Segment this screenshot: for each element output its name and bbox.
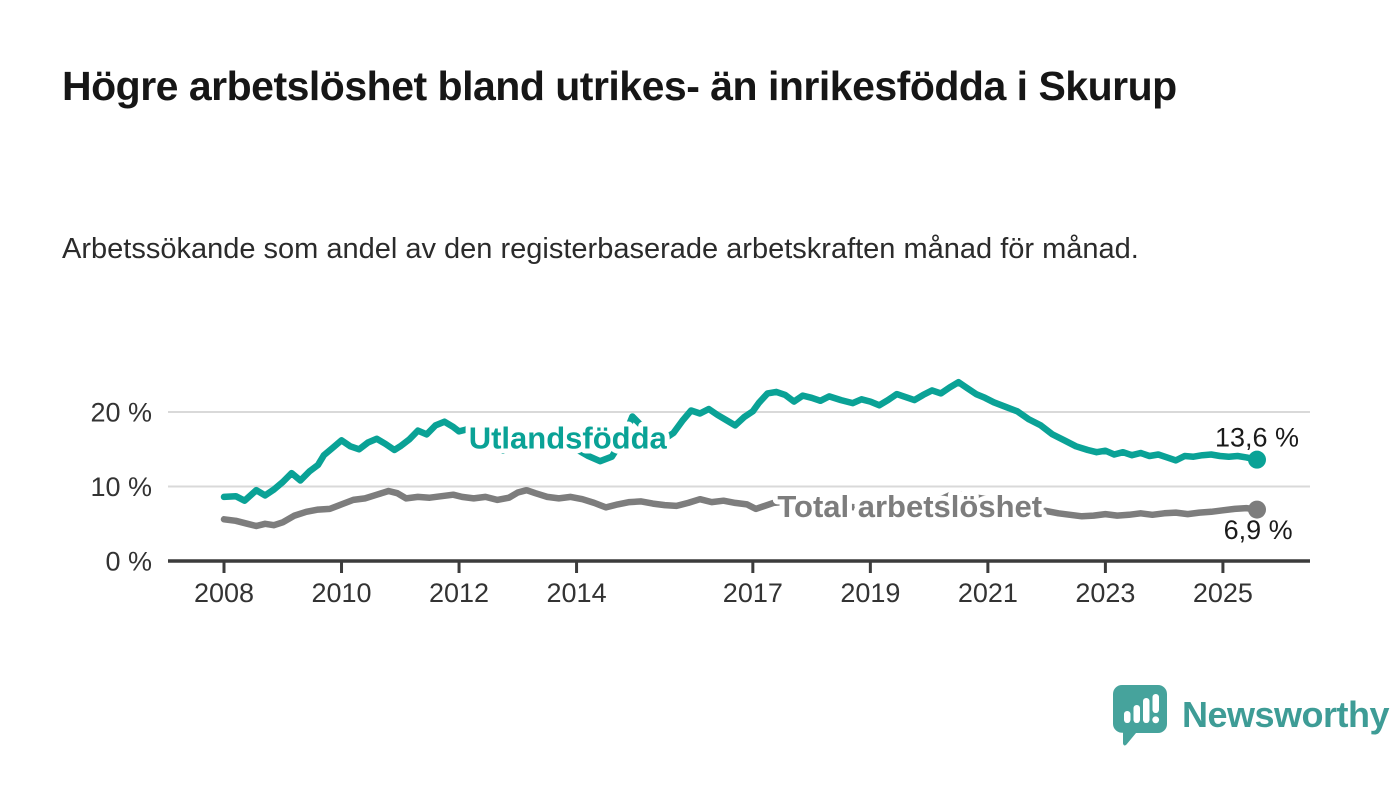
series-end-dot-total-arbetsloshet bbox=[1248, 500, 1267, 519]
newsworthy-logo-text: Newsworthy bbox=[1182, 694, 1390, 735]
series-label-total-arbetsloshet: Total arbetslöshet bbox=[777, 489, 1042, 524]
series-line-total-arbetsloshet bbox=[220, 486, 1261, 530]
x-tick-label: 2014 bbox=[547, 578, 607, 608]
newsworthy-logo: Newsworthy bbox=[1112, 684, 1390, 746]
y-tick-label: 0 % bbox=[105, 547, 152, 577]
page-subtitle: Arbetssökande som andel av den registerb… bbox=[62, 233, 1139, 265]
x-tick-label: 2023 bbox=[1075, 578, 1135, 608]
x-tick-label: 2008 bbox=[194, 578, 254, 608]
bar-chart-speech-bubble-icon bbox=[1113, 685, 1167, 746]
x-tick-label: 2019 bbox=[840, 578, 900, 608]
series-end-value-total-arbetsloshet: 6,9 % bbox=[1224, 515, 1293, 545]
page-title: Högre arbetslöshet bland utrikes- än inr… bbox=[62, 63, 1177, 109]
series-line-utlandsfodda bbox=[220, 378, 1261, 504]
x-tick-label: 2012 bbox=[429, 578, 489, 608]
x-tick-label: 2010 bbox=[311, 578, 371, 608]
x-tick-label: 2025 bbox=[1193, 578, 1253, 608]
x-tick-label: 2017 bbox=[723, 578, 783, 608]
y-tick-label: 10 % bbox=[90, 472, 152, 502]
y-tick-label: 20 % bbox=[90, 398, 152, 428]
series-label-utlandsfodda: Utlandsfödda bbox=[469, 421, 668, 456]
series-end-dot-utlandsfodda bbox=[1248, 450, 1267, 469]
x-tick-label: 2021 bbox=[958, 578, 1018, 608]
series-end-value-utlandsfodda: 13,6 % bbox=[1215, 422, 1299, 452]
